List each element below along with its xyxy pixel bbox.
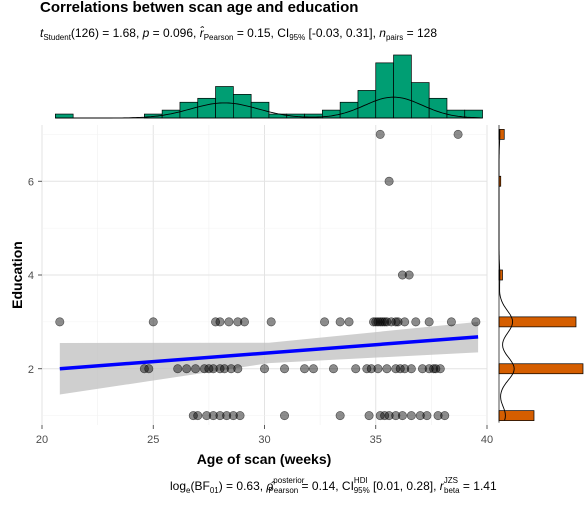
data-point <box>435 364 445 374</box>
data-point <box>259 364 269 374</box>
x-hist-bar <box>428 97 448 119</box>
data-point <box>422 411 432 421</box>
y-tick-label: 4 <box>28 270 34 282</box>
data-point <box>300 364 310 374</box>
data-point <box>384 411 394 421</box>
chart-caption: loge(BF01) = 0.63, ρ̂posterior Pearson = … <box>170 476 497 495</box>
data-point <box>280 411 290 421</box>
data-point <box>239 317 249 327</box>
y-tick-label: 6 <box>28 176 34 188</box>
x-density-curve <box>55 96 481 119</box>
y-tick-label: 2 <box>28 364 34 376</box>
x-tick-label: 20 <box>36 434 48 446</box>
data-point <box>233 364 243 374</box>
data-point <box>173 364 183 374</box>
data-point <box>55 317 65 327</box>
x-hist-bar <box>339 101 359 119</box>
data-point <box>406 364 416 374</box>
data-point <box>411 317 421 327</box>
data-point <box>191 364 201 374</box>
data-point <box>144 364 154 374</box>
data-point <box>440 411 450 421</box>
data-point <box>400 317 410 327</box>
data-point <box>417 364 427 374</box>
data-point <box>335 317 345 327</box>
data-point <box>433 411 443 421</box>
data-point <box>415 411 425 421</box>
data-point <box>280 364 290 374</box>
x-hist-bar <box>215 86 234 119</box>
data-point <box>215 317 225 327</box>
data-point <box>471 317 481 327</box>
y-hist-bar <box>498 316 577 328</box>
data-point <box>380 317 390 327</box>
data-point <box>404 270 414 280</box>
data-point <box>373 364 383 374</box>
y-marginal-histogram <box>498 125 584 423</box>
y-density-curve <box>498 129 515 421</box>
data-point <box>366 364 376 374</box>
data-point <box>397 270 407 280</box>
scatter-panel: 20 25 30 35 40 2 4 6 <box>28 125 493 446</box>
data-point <box>235 411 245 421</box>
data-point <box>222 411 232 421</box>
chart-subtitle: tStudent(126) = 1.68, p = 0.096, r̂Pears… <box>40 25 437 42</box>
x-tick-label: 40 <box>481 434 493 446</box>
data-point <box>224 317 234 327</box>
confidence-band <box>59 321 479 395</box>
data-point <box>182 364 192 374</box>
data-point <box>391 317 401 327</box>
data-point <box>308 364 318 374</box>
data-point <box>429 364 439 374</box>
x-hist-bar <box>393 54 412 119</box>
data-point <box>351 364 361 374</box>
x-marginal-histogram <box>54 54 483 119</box>
x-hist-bar <box>375 62 394 119</box>
data-point <box>384 176 394 186</box>
y-hist-bar <box>498 410 535 421</box>
data-point <box>446 317 456 327</box>
data-point <box>344 317 354 327</box>
x-hist-bar <box>179 101 199 119</box>
data-point <box>202 411 212 421</box>
data-point <box>364 411 374 421</box>
data-point <box>375 129 385 139</box>
data-point <box>328 364 338 374</box>
data-point <box>424 317 434 327</box>
x-tick-label: 30 <box>258 434 270 446</box>
data-point <box>382 364 392 374</box>
data-point <box>266 317 276 327</box>
data-point <box>320 317 330 327</box>
x-axis-label: Age of scan (weeks) <box>197 451 332 467</box>
data-point <box>148 317 158 327</box>
x-tick-label: 25 <box>147 434 159 446</box>
data-point <box>233 317 243 327</box>
data-point <box>215 411 225 421</box>
x-tick-label: 35 <box>370 434 382 446</box>
data-point <box>193 411 203 421</box>
data-point <box>208 411 218 421</box>
x-hist-bar <box>197 97 216 119</box>
data-point <box>391 411 401 421</box>
data-point <box>397 411 407 421</box>
data-point <box>393 317 403 327</box>
data-point <box>406 411 416 421</box>
x-hist-bar <box>54 113 74 119</box>
data-point <box>226 364 236 374</box>
data-point <box>228 411 238 421</box>
data-point <box>453 129 463 139</box>
regression-line <box>59 335 479 371</box>
y-hist-bar <box>498 363 584 375</box>
data-point <box>335 411 345 421</box>
data-point <box>400 364 410 374</box>
chart-title: Correlations betwen scan age and educati… <box>40 0 358 16</box>
data-point <box>208 364 218 374</box>
data-point <box>219 364 229 374</box>
x-hist-bar <box>250 101 270 119</box>
x-hist-bar <box>411 82 430 119</box>
y-axis-label: Education <box>9 241 25 309</box>
